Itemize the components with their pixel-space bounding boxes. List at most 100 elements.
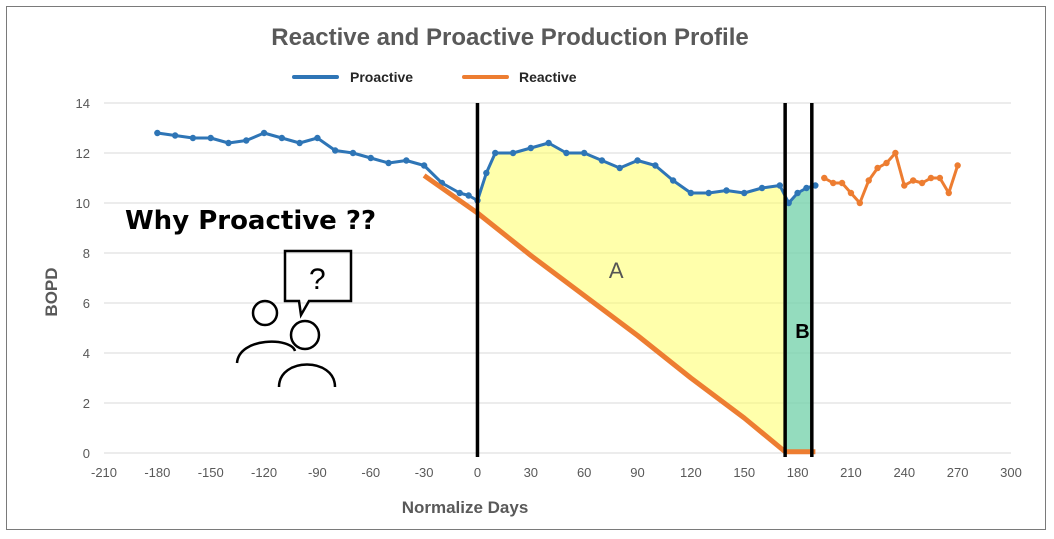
x-tick-label-15: 240 (893, 465, 915, 480)
point-proactive-27 (598, 157, 606, 164)
point-reactive-19 (883, 159, 890, 167)
point-proactive-37 (776, 182, 784, 189)
point-reactive-27 (954, 162, 961, 169)
point-proactive-40 (803, 184, 810, 192)
point-proactive-5 (243, 137, 250, 144)
question-mark-glyph: ? (309, 263, 326, 296)
point-reactive-12 (821, 174, 828, 182)
y-tick-label-5: 10 (76, 196, 90, 211)
point-reactive-18 (874, 164, 881, 172)
point-proactive-23 (527, 144, 535, 152)
x-tick-label-5: -60 (361, 465, 380, 480)
point-proactive-13 (385, 159, 392, 167)
point-proactive-22 (509, 149, 517, 157)
point-proactive-41 (812, 182, 819, 189)
legend-label-reactive: Reactive (519, 69, 577, 85)
point-proactive-12 (367, 154, 374, 162)
point-reactive-13 (829, 179, 837, 187)
series-line-reactive-return (823, 151, 960, 205)
point-proactive-39 (794, 189, 801, 197)
x-tick-label-16: 270 (947, 465, 969, 480)
point-proactive-30 (652, 162, 659, 169)
point-proactive-8 (296, 139, 303, 147)
y-tick-label-7: 14 (76, 96, 90, 111)
people-question-icon: ? (235, 249, 353, 388)
tick-labels: -210 -180 -150 -120 -90 -60 -30 0 30 60 90 120 150 18… (76, 96, 1022, 480)
region-b (785, 186, 812, 453)
point-proactive-9 (314, 134, 321, 142)
point-reactive-20 (892, 149, 899, 157)
point-reactive-26 (945, 189, 952, 197)
point-proactive-18 (465, 192, 472, 199)
point-proactive-6 (260, 129, 268, 137)
legend-label-proactive: Proactive (350, 69, 413, 85)
point-proactive-26 (580, 149, 588, 157)
x-tick-label-10: 90 (630, 465, 644, 480)
point-proactive-11 (349, 149, 357, 157)
x-tick-label-2: -150 (198, 465, 224, 480)
point-proactive-2 (189, 134, 197, 142)
regions (477, 143, 812, 453)
point-proactive-1 (171, 132, 179, 139)
point-reactive-24 (927, 174, 935, 182)
vertical-markers (475, 103, 814, 457)
x-tick-label-11: 120 (680, 465, 702, 480)
x-axis-label: Normalize Days (402, 498, 529, 517)
chart-frame: -210 -180 -150 -120 -90 -60 -30 0 30 60 90 120 150 18… (6, 6, 1046, 530)
y-axis-label: BOPD (42, 267, 61, 316)
point-proactive-29 (634, 157, 641, 164)
x-tick-label-14: 210 (840, 465, 862, 480)
point-proactive-24 (545, 139, 552, 147)
region-label-b: B (795, 321, 809, 343)
point-proactive-17 (456, 189, 463, 197)
point-proactive-33 (705, 189, 712, 197)
callout-text: Why Proactive ?? (125, 206, 376, 236)
point-proactive-14 (403, 157, 410, 164)
point-reactive-22 (909, 177, 917, 184)
point-reactive-23 (918, 179, 926, 187)
point-proactive-10 (331, 147, 339, 154)
point-reactive-17 (865, 177, 872, 184)
region-label-a: A (609, 258, 624, 283)
point-proactive-0 (154, 129, 161, 137)
y-tick-label-2: 4 (83, 346, 90, 361)
point-proactive-20 (483, 169, 490, 177)
point-proactive-34 (723, 187, 730, 194)
point-reactive-21 (901, 182, 908, 189)
x-tick-label-6: -30 (415, 465, 434, 480)
chart-title: Reactive and Proactive Production Profil… (271, 24, 748, 51)
chart-svg: -210 -180 -150 -120 -90 -60 -30 0 30 60 90 120 150 18… (42, 24, 1022, 517)
point-reactive-15 (847, 189, 855, 197)
point-proactive-31 (669, 177, 677, 184)
x-tick-label-9: 60 (577, 465, 591, 480)
region-a (477, 143, 786, 452)
y-tick-label-6: 12 (76, 146, 90, 161)
x-tick-label-0: -210 (91, 465, 117, 480)
point-reactive-25 (936, 174, 944, 182)
point-proactive-28 (616, 164, 623, 172)
y-tick-label-1: 2 (83, 396, 90, 411)
point-proactive-32 (687, 189, 695, 197)
x-tick-label-12: 150 (733, 465, 755, 480)
point-proactive-36 (758, 184, 766, 192)
x-tick-label-3: -120 (251, 465, 277, 480)
point-proactive-35 (741, 189, 748, 197)
y-tick-label-0: 0 (83, 446, 90, 461)
point-reactive-16 (856, 199, 864, 207)
x-tick-label-7: 0 (474, 465, 481, 480)
x-tick-label-13: 180 (787, 465, 809, 480)
point-proactive-7 (278, 134, 286, 142)
series-line-reactive-decline (422, 173, 816, 455)
x-tick-label-4: -90 (308, 465, 327, 480)
point-reactive-14 (838, 179, 846, 187)
point-proactive-38 (785, 199, 792, 207)
y-tick-label-3: 6 (83, 296, 90, 311)
region-labels: AB (609, 258, 810, 343)
point-proactive-4 (225, 139, 232, 147)
series-lines (154, 129, 961, 455)
point-proactive-3 (207, 134, 214, 142)
y-tick-label-4: 8 (83, 246, 90, 261)
point-proactive-25 (563, 149, 570, 157)
point-proactive-21 (492, 149, 499, 157)
point-proactive-15 (420, 162, 428, 169)
